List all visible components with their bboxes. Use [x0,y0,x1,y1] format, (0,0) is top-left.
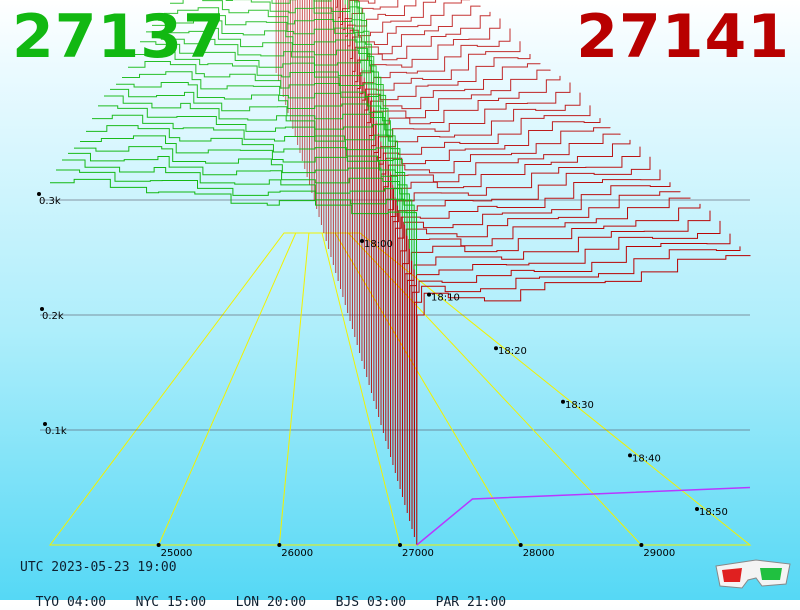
time-tick-label: 18:10 [431,293,460,304]
ask-depth-line [381,118,600,174]
ask-depth-line [386,134,620,199]
bid-depth-line [56,170,414,269]
clock-tyo: TYO 04:00 [36,595,136,610]
ask-depth-line [400,192,680,251]
3d-glasses-icon[interactable] [712,556,794,592]
ask-depth-line [415,246,740,302]
ask-depth-line [360,29,510,94]
z-tick-label: 0.3k [39,196,61,207]
x-tick-mark [398,543,402,547]
clock-bjs: BJS 03:00 [336,595,436,610]
grid-line-x [279,233,309,545]
grid-line-x [159,233,296,545]
time-tick-label: 18:40 [632,453,661,464]
ask-depth-line [369,70,550,135]
x-tick-label: 29000 [643,548,675,559]
x-tick-mark [639,543,643,547]
utc-clock: UTC 2023-05-23 19:00 [20,560,177,575]
time-tick-label: 18:50 [699,507,728,518]
clock-nyc: NYC 15:00 [136,595,236,610]
ask-depth-line [417,256,750,315]
x-tick-label: 27000 [402,548,434,559]
z-tick-label: 0.1k [45,426,67,437]
clock-lon: LON 20:00 [236,595,336,610]
ask-depth-line [410,221,720,286]
clock-par: PAR 21:00 [436,595,536,610]
x-tick-label: 26000 [281,548,313,559]
z-tick-label: 0.2k [42,311,64,322]
ask-depth-line [364,54,530,110]
x-tick-mark [157,543,161,547]
time-tick-label: 18:00 [364,239,393,250]
time-tick-label: 18:20 [498,346,527,357]
ask-depth-line [341,0,430,25]
x-tick-label: 25000 [161,548,193,559]
x-tick-mark [519,543,523,547]
x-tick-mark [277,543,281,547]
axis-labels: 25000 26000 27000 28000 29000 0.1k 0.2k 0.3k 18:… [37,192,728,559]
x-tick-label: 28000 [523,548,555,559]
ask-depth-line [393,157,650,222]
time-tick-label: 18:30 [565,400,594,411]
ask-depth-line [398,182,670,238]
